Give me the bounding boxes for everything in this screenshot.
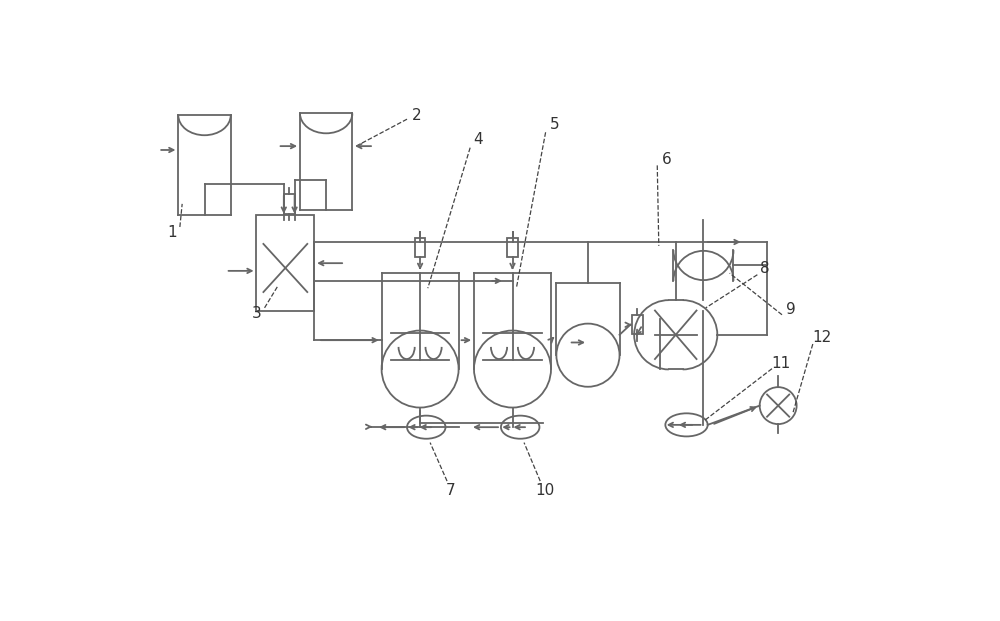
Text: 8: 8 (760, 261, 770, 276)
Text: 7: 7 (446, 483, 456, 498)
Bar (256, 215, 314, 311)
Text: 1: 1 (167, 225, 177, 240)
Bar (415, 238, 425, 257)
Text: 5: 5 (550, 117, 560, 132)
Bar (507, 238, 518, 257)
Bar (632, 315, 643, 334)
Text: 10: 10 (535, 483, 554, 498)
Text: 2: 2 (411, 108, 421, 123)
Text: 4: 4 (473, 132, 483, 147)
Text: 9: 9 (786, 302, 796, 317)
Text: 6: 6 (662, 152, 671, 166)
Text: 12: 12 (812, 330, 832, 345)
Bar (284, 194, 295, 214)
Text: 3: 3 (252, 306, 262, 320)
Text: 11: 11 (771, 356, 790, 371)
